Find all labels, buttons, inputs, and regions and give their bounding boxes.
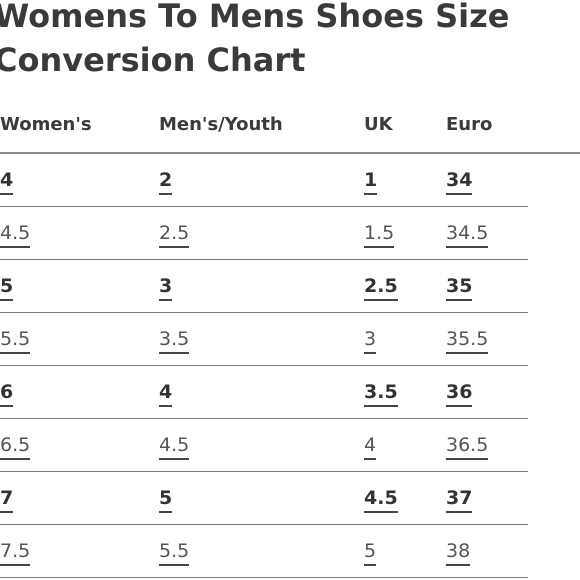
cell-euro: 38	[446, 539, 471, 566]
cell-womens: 5.5	[0, 327, 31, 354]
size-conversion-table: Women's Men's/Youth UK Euro 4 2 1 34 4.5…	[0, 100, 580, 578]
cell-euro: 35.5	[446, 327, 489, 354]
cell-uk: 4.5	[364, 486, 398, 513]
title-line-1: Womens To Mens Shoes Size	[0, 0, 510, 35]
cell-womens: 7.5	[0, 539, 31, 566]
page-title: Womens To Mens Shoes Size Conversion Cha…	[0, 0, 509, 82]
cell-euro: 36.5	[446, 433, 489, 460]
cell-uk: 1	[364, 168, 378, 195]
cell-mens-youth: 5	[159, 486, 173, 513]
cell-womens: 7	[0, 486, 14, 513]
cell-mens-youth: 4.5	[159, 433, 190, 460]
cell-mens-youth: 3	[159, 274, 173, 301]
header-uk: UK	[364, 114, 393, 135]
cell-mens-youth: 4	[159, 380, 173, 407]
header-womens: Women's	[0, 114, 92, 135]
cell-euro: 36	[446, 380, 473, 407]
cell-uk: 3	[364, 327, 377, 354]
cell-mens-youth: 3.5	[159, 327, 190, 354]
cell-euro: 34.5	[446, 221, 489, 248]
title-line-2: Conversion Chart	[0, 41, 306, 79]
table-row: 4 2 1 34	[0, 154, 528, 207]
cell-uk: 2.5	[364, 274, 398, 301]
cell-euro: 37	[446, 486, 473, 513]
table-row: 4.5 2.5 1.5 34.5	[0, 207, 528, 260]
cell-womens: 6.5	[0, 433, 31, 460]
cell-mens-youth: 2	[159, 168, 173, 195]
cell-uk: 4	[364, 433, 377, 460]
header-euro: Euro	[446, 114, 493, 135]
cell-womens: 5	[0, 274, 14, 301]
cell-womens: 4	[0, 168, 14, 195]
table-row: 6 4 3.5 36	[0, 366, 528, 419]
cell-womens: 6	[0, 380, 14, 407]
cell-mens-youth: 2.5	[159, 221, 190, 248]
header-mens-youth: Men's/Youth	[159, 114, 283, 135]
cell-uk: 3.5	[364, 380, 398, 407]
cell-uk: 5	[364, 539, 377, 566]
table-row: 5.5 3.5 3 35.5	[0, 313, 528, 366]
table-row: 5 3 2.5 35	[0, 260, 528, 313]
table-row: 6.5 4.5 4 36.5	[0, 419, 528, 472]
table-row: 7 5 4.5 37	[0, 472, 528, 525]
table-row: 7.5 5.5 5 38	[0, 525, 528, 578]
cell-mens-youth: 5.5	[159, 539, 190, 566]
cell-womens: 4.5	[0, 221, 31, 248]
cell-euro: 35	[446, 274, 473, 301]
table-header-row: Women's Men's/Youth UK Euro	[0, 100, 580, 154]
cell-uk: 1.5	[364, 221, 395, 248]
cell-euro: 34	[446, 168, 473, 195]
